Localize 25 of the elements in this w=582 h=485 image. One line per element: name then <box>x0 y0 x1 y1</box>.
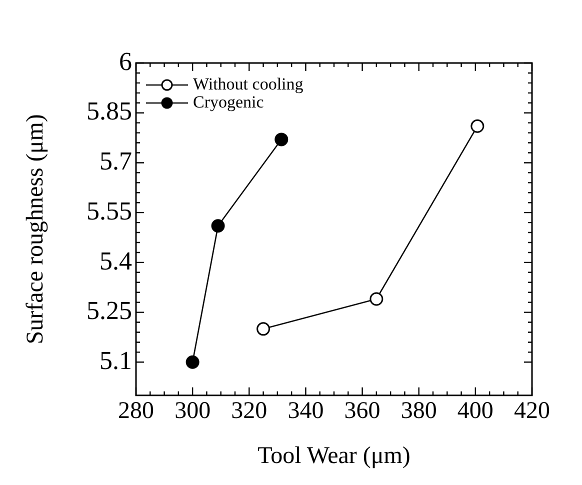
y-tick-label: 5.7 <box>100 146 132 176</box>
y-tick-label: 5.85 <box>86 96 132 126</box>
legend-label: Without cooling <box>193 74 304 94</box>
x-tick-label: 280 <box>118 398 154 424</box>
y-tick-label: 5.1 <box>100 346 132 375</box>
y-tick-label: 5.4 <box>100 246 132 276</box>
x-tick-label: 320 <box>231 398 268 424</box>
point <box>370 292 384 306</box>
x-tick-label: 380 <box>400 398 437 424</box>
y-tick-label: 5.25 <box>86 296 132 326</box>
y-axis-title: Surface roughness (μm) <box>22 114 49 344</box>
x-tick-label: 300 <box>174 398 211 424</box>
y-tick-label: 5.55 <box>86 196 132 226</box>
legend-label: Cryogenic <box>193 92 264 112</box>
point <box>256 322 270 336</box>
x-tick-label: 420 <box>514 398 550 424</box>
point <box>211 219 225 233</box>
point <box>470 119 484 133</box>
x-tick-label: 400 <box>457 398 494 424</box>
y-tick-label: 6 <box>119 46 132 76</box>
x-axis-title: Tool Wear (μm) <box>258 442 410 469</box>
x-tick-label: 360 <box>344 398 380 424</box>
x-tick-label: 340 <box>288 398 324 424</box>
point <box>274 132 288 146</box>
point <box>186 355 200 369</box>
